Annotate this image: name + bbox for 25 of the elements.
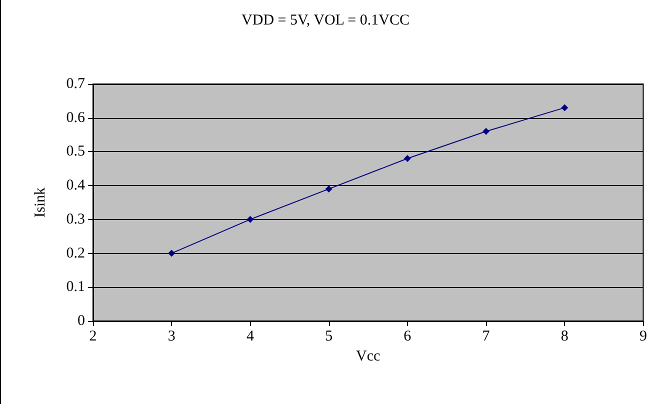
point — [482, 128, 490, 135]
point — [404, 154, 411, 162]
y-tick-label: 0.7 — [66, 76, 86, 92]
point — [325, 185, 332, 192]
x-tick-label: 2 — [89, 328, 97, 344]
y-tick-label: 0 — [78, 313, 85, 329]
point — [246, 216, 254, 223]
y-tick-label: 0.2 — [66, 245, 85, 262]
x-tick-label: 9 — [640, 328, 647, 344]
y-tick-label: 0.1 — [66, 279, 85, 296]
x-tick-label: 3 — [168, 328, 176, 344]
x-axis-title: Vcc — [356, 348, 381, 364]
x-tick-label: 7 — [482, 328, 490, 344]
y-axis-title: Isink — [32, 187, 48, 218]
x-tick-label: 4 — [246, 328, 254, 344]
x-tick-label: 8 — [560, 328, 568, 344]
x-tick-label: 6 — [404, 328, 412, 344]
y-tick-label: 0.3 — [66, 211, 85, 228]
y-tick-label: 0.5 — [66, 144, 85, 160]
point — [168, 250, 176, 257]
y-tick-label: 0.4 — [66, 178, 86, 194]
y-tick-label: 0.6 — [66, 110, 86, 126]
chart-title: VDD = 5V, VOL = 0.1VCC — [242, 12, 410, 28]
x-tick-label: 5 — [325, 328, 333, 344]
point — [561, 104, 568, 112]
